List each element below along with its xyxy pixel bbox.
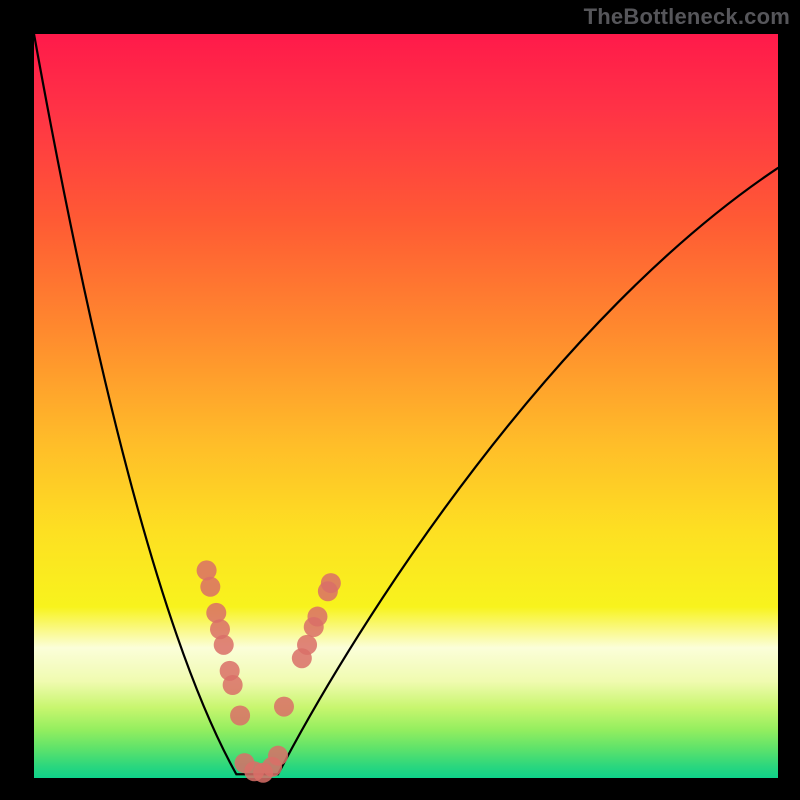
marker-left [214, 635, 234, 655]
marker-left [200, 577, 220, 597]
marker-left [223, 675, 243, 695]
chart-canvas: TheBottleneck.com [0, 0, 800, 800]
watermark-text: TheBottleneck.com [584, 4, 790, 30]
marker-right [297, 635, 317, 655]
marker-right [274, 697, 294, 717]
chart-svg [0, 0, 800, 800]
marker-right [307, 607, 327, 627]
marker-right [321, 573, 341, 593]
marker-left [230, 706, 250, 726]
marker-bottom [268, 746, 288, 766]
gradient-plot-bg [34, 34, 778, 778]
